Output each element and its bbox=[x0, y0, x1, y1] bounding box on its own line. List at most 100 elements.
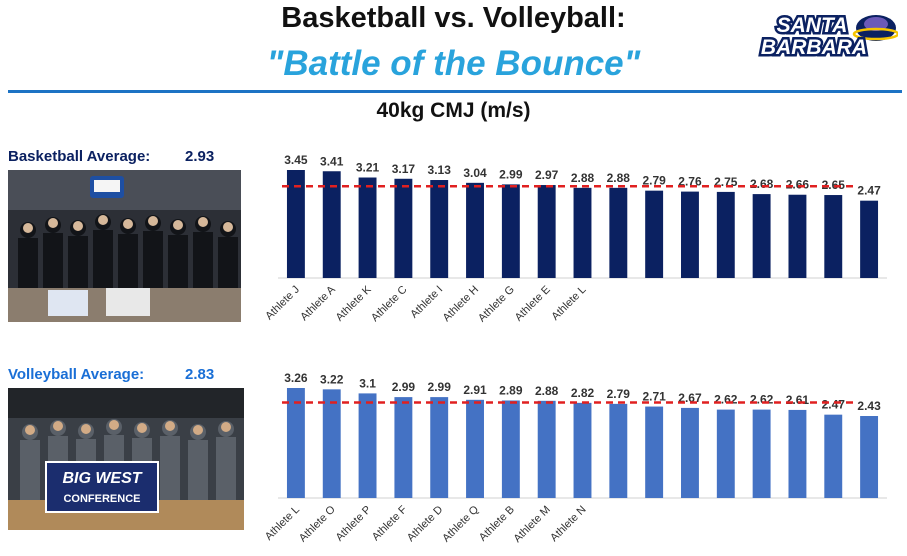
basketball-bar bbox=[788, 194, 807, 278]
metric-title: 40kg CMJ (m/s) bbox=[376, 99, 531, 122]
basketball-bar bbox=[681, 191, 699, 278]
volleyball-category-label: Athlete F bbox=[370, 503, 410, 543]
volleyball-category-label: Athlete N bbox=[548, 504, 589, 545]
volleyball-data-label: 2.99 bbox=[428, 380, 452, 394]
basketball-data-label: 2.68 bbox=[750, 177, 774, 191]
basketball-bar bbox=[394, 178, 413, 278]
basketball-category-label: Athlete C bbox=[369, 284, 410, 325]
basketball-bar bbox=[645, 190, 664, 278]
basketball-bar bbox=[573, 187, 592, 278]
volleyball-bar bbox=[681, 407, 699, 498]
volleyball-bar bbox=[609, 403, 628, 498]
basketball-bar bbox=[286, 170, 305, 278]
volleyball-bar bbox=[322, 389, 341, 498]
volleyball-bar bbox=[358, 393, 377, 498]
volleyball-data-label: 2.91 bbox=[463, 383, 487, 397]
basketball-data-label: 3.17 bbox=[392, 162, 416, 176]
volleyball-bar bbox=[501, 400, 520, 498]
basketball-bar bbox=[609, 187, 628, 278]
basketball-data-label: 2.47 bbox=[857, 184, 881, 198]
basketball-category-label: Athlete A bbox=[298, 283, 338, 323]
volleyball-data-label: 3.22 bbox=[320, 372, 344, 386]
basketball-bar bbox=[537, 185, 556, 278]
volleyball-category-label: Athlete M bbox=[511, 504, 552, 545]
santa-barbara-logo: SANTA BARBARA bbox=[758, 12, 898, 60]
basketball-data-label: 3.21 bbox=[356, 161, 380, 175]
basketball-data-label: 3.45 bbox=[284, 153, 308, 167]
volleyball-data-label: 2.62 bbox=[750, 393, 774, 407]
volleyball-category-label: Athlete O bbox=[297, 503, 338, 544]
basketball-data-label: 3.04 bbox=[463, 166, 487, 180]
banner-text-line1: BIG WEST bbox=[62, 470, 142, 487]
volleyball-bar bbox=[824, 414, 843, 498]
volleyball-team-photo: BIG WEST CONFERENCE bbox=[8, 388, 244, 530]
volleyball-bar bbox=[645, 406, 664, 498]
basketball-category-label: Athlete E bbox=[513, 284, 553, 324]
basketball-bar bbox=[716, 191, 735, 278]
basketball-category-label: Athlete H bbox=[441, 284, 482, 325]
volleyball-data-label: 2.89 bbox=[499, 383, 523, 397]
volleyball-data-label: 2.79 bbox=[607, 387, 631, 401]
basketball-average-value: 2.93 bbox=[185, 148, 215, 165]
volleyball-data-label: 2.71 bbox=[642, 390, 666, 404]
volleyball-bar bbox=[466, 399, 484, 498]
basketball-average-label: Basketball Average: bbox=[8, 148, 151, 165]
basketball-category-label: Athlete G bbox=[476, 284, 517, 325]
basketball-team-photo bbox=[8, 170, 241, 322]
basketball-category-label: Athlete K bbox=[334, 283, 375, 324]
volleyball-bar bbox=[860, 416, 879, 498]
basketball-bar bbox=[466, 182, 484, 278]
basketball-data-label: 2.79 bbox=[642, 174, 666, 188]
volleyball-data-label: 2.99 bbox=[392, 380, 416, 394]
volleyball-category-label: Athlete L bbox=[263, 504, 302, 543]
volleyball-average-value: 2.83 bbox=[185, 366, 215, 383]
volleyball-bar bbox=[788, 409, 807, 498]
volleyball-bar bbox=[430, 397, 449, 498]
volleyball-chart: 3.26 Athlete L 3.22 Athlete O 3.1 Athlete P 2.… bbox=[263, 371, 887, 545]
volleyball-data-label: 2.88 bbox=[535, 384, 559, 398]
volleyball-bar bbox=[286, 388, 305, 498]
basketball-data-label: 2.88 bbox=[607, 171, 631, 185]
basketball-bar bbox=[860, 200, 879, 278]
basketball-chart: 3.45 Athlete J 3.41 Athlete A 3.21 Athlete K 3… bbox=[263, 153, 887, 325]
volleyball-data-label: 2.61 bbox=[786, 393, 810, 407]
page-title: Basketball vs. Volleyball: bbox=[281, 2, 626, 34]
basketball-data-label: 3.41 bbox=[320, 154, 344, 168]
volleyball-category-label: Athlete B bbox=[477, 504, 517, 544]
volleyball-bar bbox=[394, 397, 413, 498]
basketball-bar bbox=[430, 180, 449, 278]
header-divider bbox=[8, 90, 902, 93]
basketball-data-label: 2.88 bbox=[571, 171, 595, 185]
basketball-category-label: Athlete J bbox=[263, 284, 302, 323]
volleyball-data-label: 3.26 bbox=[284, 371, 308, 385]
volleyball-category-label: Athlete Q bbox=[440, 503, 481, 544]
svg-text:SANTA: SANTA bbox=[777, 14, 848, 37]
volleyball-data-label: 3.1 bbox=[359, 376, 376, 390]
basketball-bar bbox=[824, 195, 843, 278]
basketball-category-label: Athlete L bbox=[549, 284, 588, 323]
basketball-bar bbox=[322, 171, 341, 278]
volleyball-data-label: 2.62 bbox=[714, 393, 738, 407]
volleyball-average-label: Volleyball Average: bbox=[8, 366, 145, 383]
basketball-data-label: 3.13 bbox=[428, 163, 452, 177]
volleyball-bar bbox=[716, 409, 735, 498]
basketball-data-label: 2.99 bbox=[499, 167, 523, 181]
basketball-data-label: 2.97 bbox=[535, 168, 559, 182]
svg-text:BARBARA: BARBARA bbox=[761, 36, 867, 59]
volleyball-category-label: Athlete P bbox=[334, 504, 374, 544]
basketball-category-label: Athlete I bbox=[408, 284, 445, 321]
basketball-data-label: 2.66 bbox=[786, 178, 810, 192]
banner-text-line2: CONFERENCE bbox=[63, 493, 140, 505]
volleyball-bar bbox=[752, 409, 771, 498]
volleyball-bar bbox=[573, 402, 592, 498]
volleyball-category-label: Athlete D bbox=[405, 504, 446, 545]
page-subtitle: "Battle of the Bounce" bbox=[266, 44, 641, 83]
basketball-bar bbox=[358, 177, 377, 278]
basketball-bar bbox=[752, 194, 771, 278]
volleyball-bar bbox=[537, 400, 556, 498]
basketball-bar bbox=[501, 184, 520, 278]
basketball-data-label: 2.65 bbox=[822, 178, 846, 192]
volleyball-data-label: 2.43 bbox=[857, 399, 881, 413]
volleyball-data-label: 2.47 bbox=[822, 398, 846, 412]
volleyball-data-label: 2.82 bbox=[571, 386, 595, 400]
